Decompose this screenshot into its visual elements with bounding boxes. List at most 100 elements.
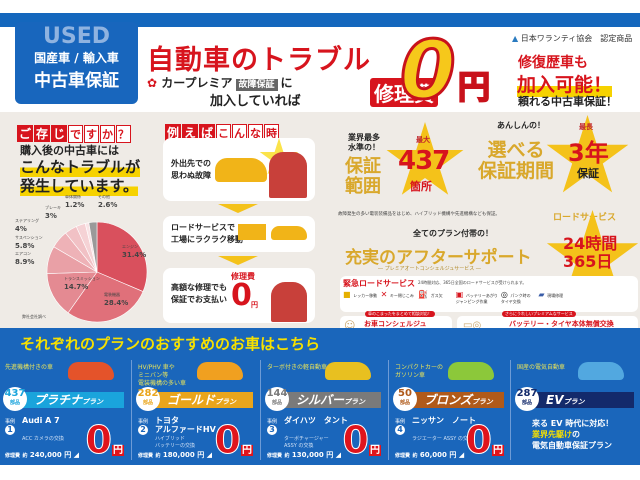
parts-count-badge: 437 部品 [3,387,27,411]
zero-cost: 0円 [465,418,504,471]
parts-count-badge: 144 部品 [265,387,289,411]
plan-card[interactable]: コンパクトカーの ガソリン車 ブロンズプラン 50 部品 事例 4 ニッサン ノート … [390,358,510,463]
parts-unit: 部品 [521,400,532,406]
certified-label: 認定商品 [600,34,633,43]
pie-value-label: 5.8% [15,242,34,250]
zero-numeral: 0 [465,418,492,462]
example-no: 1 [5,425,15,435]
plan-suffix: プラン [563,398,585,406]
plan-name-bar: ブロンズプラン [406,392,504,408]
headline: 自動車のトラブル [147,45,371,76]
road-items: ■ レッカー移動 ✕ キー閉じこみ ⛽ ガス欠 ▣ バッテリーあがり ジャンピン… [343,290,573,305]
repair-part: ラジエーター ASSY の交換 [412,436,473,442]
coverage-note: 故障発生の多い電装装備品をはじめ、ハイブリッド機構や先進機構なども保証。 [338,212,500,217]
tag-char: 例 [165,124,182,141]
parts-count: 50 [398,388,412,399]
car-icon [271,226,307,240]
car-icon [197,362,243,380]
zero-cost: 0円 [214,418,253,471]
plan-card[interactable]: ターボ付きの軽自動車 シルバープラン 144 部品 事例 3 ダイハツ タント ターボ… [262,358,387,463]
plan-name: シルバー [296,393,345,407]
yen-label: 円 [457,67,491,107]
ev-line2: の [572,430,580,439]
plan-divider [131,360,132,460]
parts-count: 437 [4,388,26,399]
pie-slice [88,221,98,273]
example-step-breakdown: 外出先での 思わぬ故障 [163,138,315,201]
example-tag: 例えばこんな時 [165,122,280,142]
pie-category-label: エンジン [122,244,138,249]
tag-char: 存 [34,125,51,142]
example-label: 事例 [5,419,16,425]
plan-suffix: プラン [471,398,493,406]
car-icon [215,158,267,182]
parts-count: 144 [266,388,288,399]
tag-char: で [68,125,84,143]
period-unit: 保証 [577,167,599,180]
question-line2: こんなトラブルが [20,156,141,177]
road-item-label: キー閉じこみ [389,293,414,298]
plan-suffix: プラン [215,398,237,406]
repair-cost-label: 修理費 [138,453,154,459]
zero-numeral: 0 [214,418,241,462]
parts-unit: 部品 [9,400,20,406]
tag-char: ん [232,124,248,142]
battery-tire-icon: ▭◎ [463,320,482,331]
plan-caption: ターボ付きの軽自動車 [267,364,328,371]
parts-count-badge: 287 部品 [515,387,539,411]
car-icon [448,362,494,380]
road-item: ✕ キー閉じこみ [381,290,416,305]
period-label: 選べる 保証期間 [478,139,555,182]
question-tag: ご存じですか？ [17,123,132,143]
plan-card[interactable]: 国産の電気自動車 EVプラン 287 部品 来る EV 時代に対応！ 業界先駆けの… [512,358,640,463]
example-step-tow: ロードサービスで 工場にラクラク移動 [163,216,315,252]
example-no: 3 [267,425,277,435]
plan-name-bar: プラチナプラン [16,392,124,408]
plan-name-bar: ゴールドプラン [149,392,253,408]
association: ▲ 日本ワランティ協会 認定商品 [512,33,632,44]
plan-divider [388,360,389,460]
question-line3: 発生しています。 [20,175,139,196]
chart-source: 弊社会社調べ [22,313,46,319]
car-icon [68,362,114,380]
plan-card[interactable]: HV/PHV 車や ミニバン等 電装機構の多い車 ゴールドプラン 282 部品 事例… [133,358,259,463]
concierge-title: お車コンシェルジュ [364,320,427,328]
road-service-label: ロードサービス [553,213,617,223]
repair-cost-label: 修理費 [395,453,411,459]
plan-card[interactable]: 先進機構付きの車 プラチナプラン 437 部品 事例 1 Audi A 7 ACC カ… [0,358,130,463]
brand-line: ✿ カープレミア 故障保証に [147,74,293,91]
battery-tag: さらにうれしいプレミアムなサービス [502,311,576,317]
question-line1: 購入後の中古車には [20,144,119,157]
pie-value-label: 14.7% [64,283,88,291]
arrow-icon: ◢ [206,451,213,459]
top-band [0,13,640,27]
used-label: USED [43,24,110,49]
example-label: 事例 [395,419,406,425]
yen-label: 円 [112,445,124,456]
yen-label: 円 [251,301,258,309]
car-icon [578,362,624,380]
association-logo-icon: ▲ [512,34,519,43]
ev-line1: 来る EV 時代に対応！ [532,419,614,428]
tag-char: ご [17,125,34,142]
repair-label: 修理費 [231,272,255,281]
repair-cost-value: 240,000 円 [29,451,72,459]
road-item: ◎ パンク時の タイヤ交換 [501,290,536,305]
yen-label: 円 [369,445,381,456]
days-label: 365日 [563,252,613,271]
pie-category-label: ステアリング [15,217,39,223]
yen-label: 円 [241,445,253,456]
example-number: 事例 2 [138,418,148,435]
pie-value-label: 4% [15,225,27,233]
aftersupport-title: 充実のアフターサポート [345,248,532,268]
plan-name: ブロンズ [424,393,472,407]
tag-char: え [182,124,199,141]
road-desc: 24時間対応、365日全国のロードサービスが受けられます。 [418,280,527,285]
step-text: ロードサービスで 工場にラクラク移動 [171,223,243,244]
coverage-unit: 箇所 [410,180,432,193]
example-no: 4 [395,425,405,435]
pie-slice [67,271,144,323]
parts-unit: 部品 [142,400,153,406]
example-label: 事例 [138,419,149,425]
trouble-pie-chart: エンジン 31.4% 電装機器 28.4% トランスミッション 14.7% エアコン 8.9%… [15,195,148,323]
